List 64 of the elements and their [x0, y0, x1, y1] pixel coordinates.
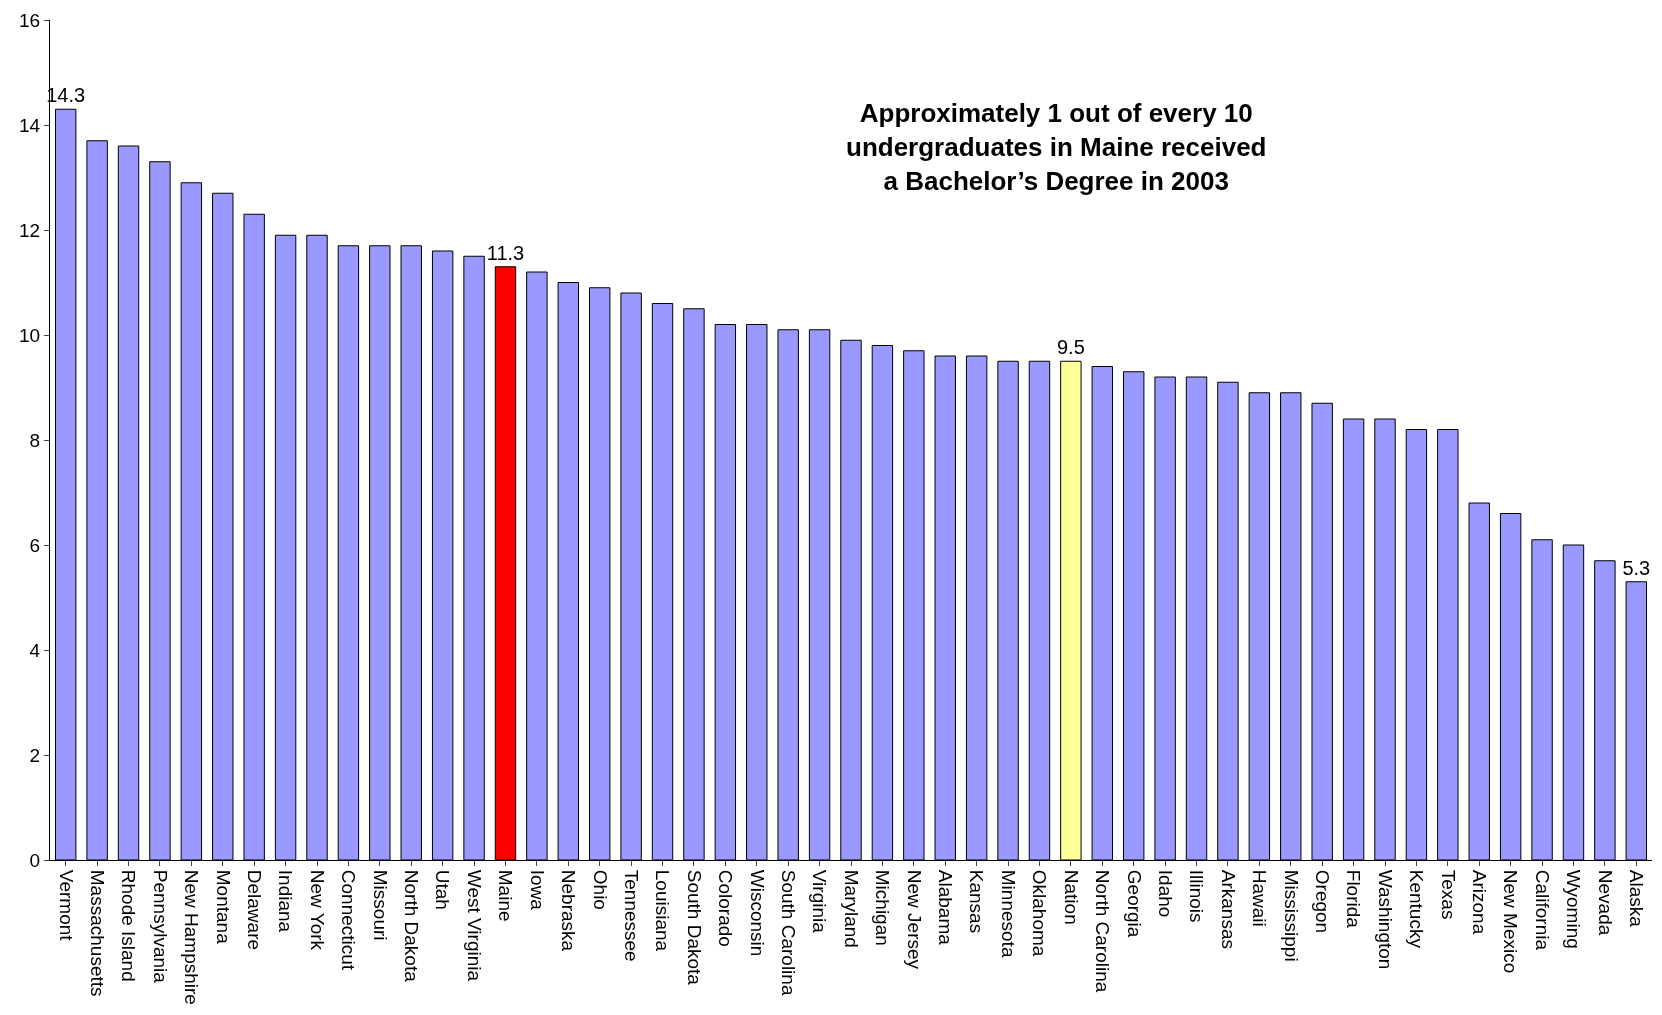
x-tick-label: Virginia — [809, 869, 831, 934]
x-tick-label: Kansas — [966, 869, 988, 934]
x-tick-label: New Hampshire — [181, 869, 203, 1005]
x-tick-label: Florida — [1343, 869, 1365, 929]
x-tick-label: Mississippi — [1280, 869, 1302, 962]
x-tick-label: Maryland — [840, 869, 862, 948]
x-tick-label: Connecticut — [338, 869, 360, 971]
x-tick-label: Nation — [1060, 869, 1082, 925]
x-tick-label: Oregon — [1312, 869, 1334, 934]
data-label: 11.3 — [486, 241, 525, 264]
x-tick-label: Ohio — [589, 869, 611, 910]
x-tick-label: Utah — [432, 869, 454, 910]
x-tick-label: Idaho — [1154, 869, 1176, 918]
y-tick-label: 8 — [29, 429, 41, 451]
x-tick-label: Nevada — [1594, 869, 1616, 936]
x-tick-label: Oklahoma — [1029, 869, 1051, 957]
x-tick-label: Vermont — [55, 869, 77, 942]
y-tick-label: 0 — [29, 849, 41, 871]
x-tick-label: Tennessee — [620, 869, 642, 962]
x-tick-label: Pennsylvania — [149, 869, 171, 984]
x-tick-label: North Dakota — [401, 869, 423, 983]
x-tick-label: Michigan — [872, 869, 894, 946]
x-tick-label: Montana — [212, 869, 234, 945]
data-label: 9.5 — [1056, 336, 1085, 359]
x-tick-label: Nebraska — [558, 869, 580, 952]
x-tick-label: South Carolina — [778, 869, 800, 996]
x-tick-label: Kentucky — [1406, 869, 1428, 949]
x-tick-label: Delaware — [244, 869, 266, 951]
x-tick-label: New York — [306, 869, 328, 951]
y-tick-label: 14 — [19, 114, 41, 136]
x-tick-label: Alaska — [1626, 869, 1648, 928]
y-tick-label: 10 — [19, 324, 41, 346]
x-tick-label: Wisconsin — [746, 869, 768, 957]
x-tick-label: Arkansas — [1217, 869, 1239, 949]
x-tick-label: North Carolina — [1092, 869, 1114, 993]
x-tick-label: Maine — [495, 869, 517, 922]
data-label: 5.3 — [1622, 556, 1651, 579]
x-tick-label: Massachusetts — [86, 869, 108, 997]
x-tick-label: Hawaii — [1249, 869, 1271, 927]
x-tick-label: Arizona — [1469, 869, 1491, 935]
x-tick-label: California — [1531, 869, 1553, 951]
x-tick-label: Alabama — [935, 869, 957, 946]
x-tick-label: Minnesota — [997, 869, 1019, 958]
y-tick-label: 4 — [29, 639, 41, 661]
x-tick-label: Louisiana — [652, 869, 674, 952]
x-tick-label: Georgia — [1123, 869, 1145, 938]
x-tick-label: West Virginia — [463, 869, 485, 982]
x-tick-label: Rhode Island — [118, 869, 140, 982]
x-tick-label: New Jersey — [903, 869, 925, 970]
x-tick-label: Washington — [1374, 869, 1396, 970]
y-tick-label: 2 — [29, 744, 41, 766]
x-tick-label: Missouri — [369, 869, 391, 941]
x-tick-label: South Dakota — [683, 869, 705, 986]
y-tick-label: 16 — [19, 9, 41, 31]
x-tick-label: New Mexico — [1500, 869, 1522, 974]
x-tick-label: Wyoming — [1563, 869, 1585, 949]
x-tick-label: Indiana — [275, 869, 297, 933]
x-tick-label: Texas — [1437, 869, 1459, 920]
annotation: Approximately 1 out of every 10 undergraduates in Maine received a Bachelor’s Degree in 2003 — [846, 98, 1267, 196]
y-tick-label: 6 — [29, 534, 41, 556]
x-tick-label: Illinois — [1186, 869, 1208, 923]
y-tick-label: 12 — [19, 219, 41, 241]
x-tick-label: Iowa — [526, 869, 548, 911]
x-tick-label: Colorado — [715, 869, 737, 947]
